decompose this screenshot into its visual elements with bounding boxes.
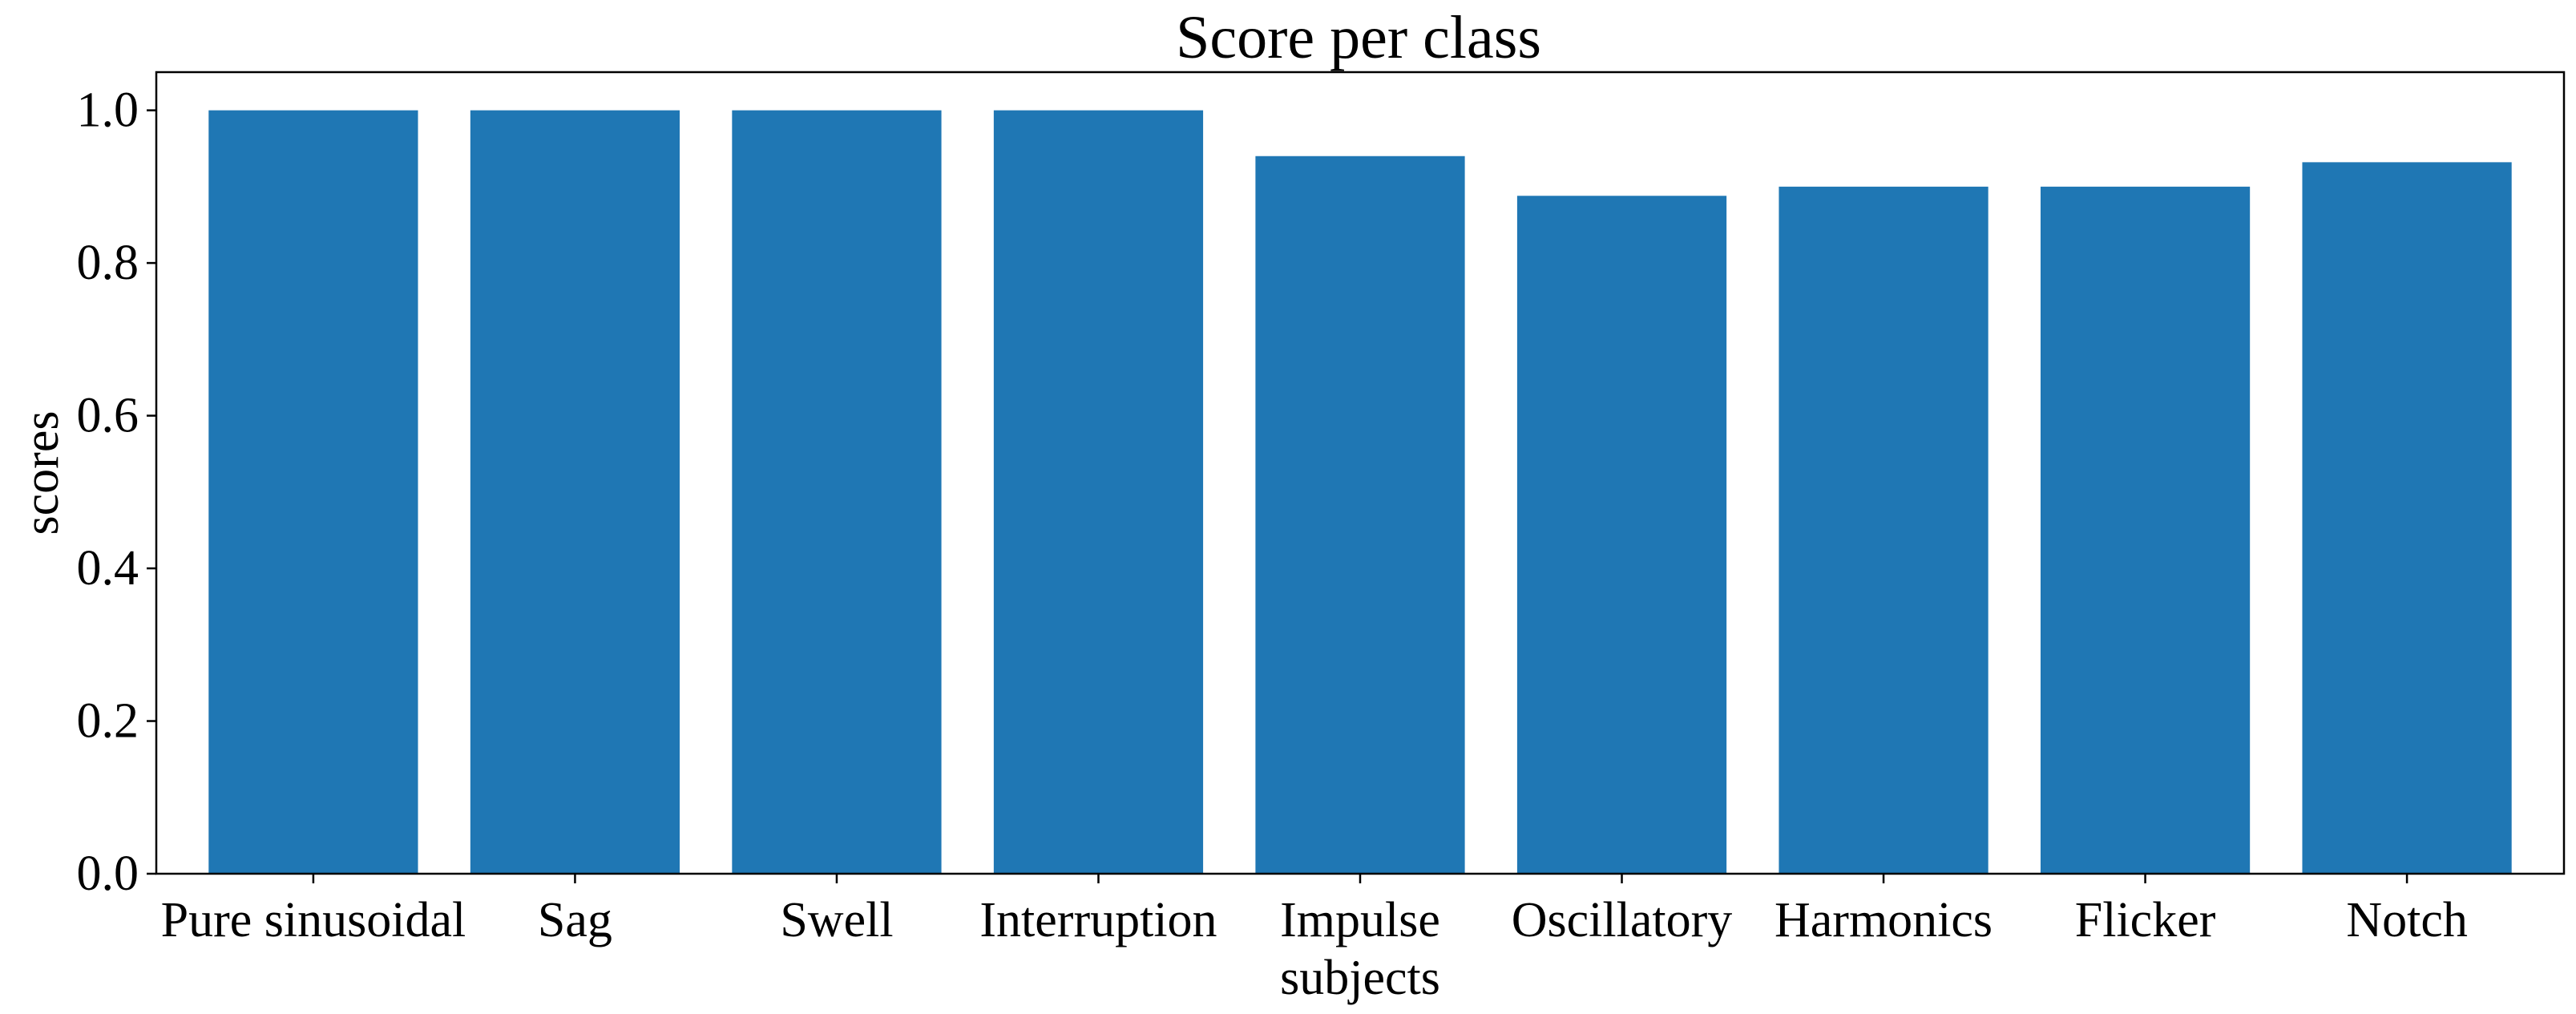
- bars-group: [208, 110, 2512, 875]
- y-tick-label: 0.4: [77, 541, 139, 596]
- y-axis-label: scores: [14, 411, 69, 535]
- y-tick-label: 0.6: [77, 389, 139, 443]
- y-tick-label: 0.8: [77, 236, 139, 290]
- x-tick-label: Oscillatory: [1512, 893, 1733, 947]
- x-tick-label: Interruption: [979, 893, 1217, 947]
- bar-8: [2302, 162, 2512, 874]
- bar-3: [993, 110, 1204, 875]
- x-tick-label: Flicker: [2075, 893, 2216, 947]
- x-tick-label: Notch: [2346, 893, 2468, 947]
- x-tick-label: Swell: [780, 893, 893, 947]
- bar-4: [1255, 156, 1465, 874]
- x-axis-ticks: Pure sinusoidal Sag Swell Interruption Impul…: [161, 874, 2468, 1005]
- x-tick-label: Impulse subjects: [1280, 893, 1440, 1005]
- bar-7: [2040, 186, 2251, 874]
- x-tick-label: Sag: [538, 893, 612, 947]
- x-tick-label: Harmonics: [1775, 893, 1993, 947]
- chart-title: Score per class: [1176, 4, 1541, 71]
- y-axis-ticks: 0.0 0.2 0.4 0.6 0.8 1.0: [77, 83, 156, 901]
- y-tick-label: 1.0: [77, 83, 139, 138]
- bar-0: [208, 110, 418, 875]
- bar-2: [732, 110, 942, 875]
- x-tick-label: Pure sinusoidal: [161, 893, 466, 947]
- bar-1: [470, 110, 680, 875]
- bar-6: [1779, 186, 1989, 874]
- y-tick-label: 0.2: [77, 694, 139, 749]
- y-tick-label: 0.0: [77, 846, 139, 901]
- bar-5: [1516, 196, 1727, 875]
